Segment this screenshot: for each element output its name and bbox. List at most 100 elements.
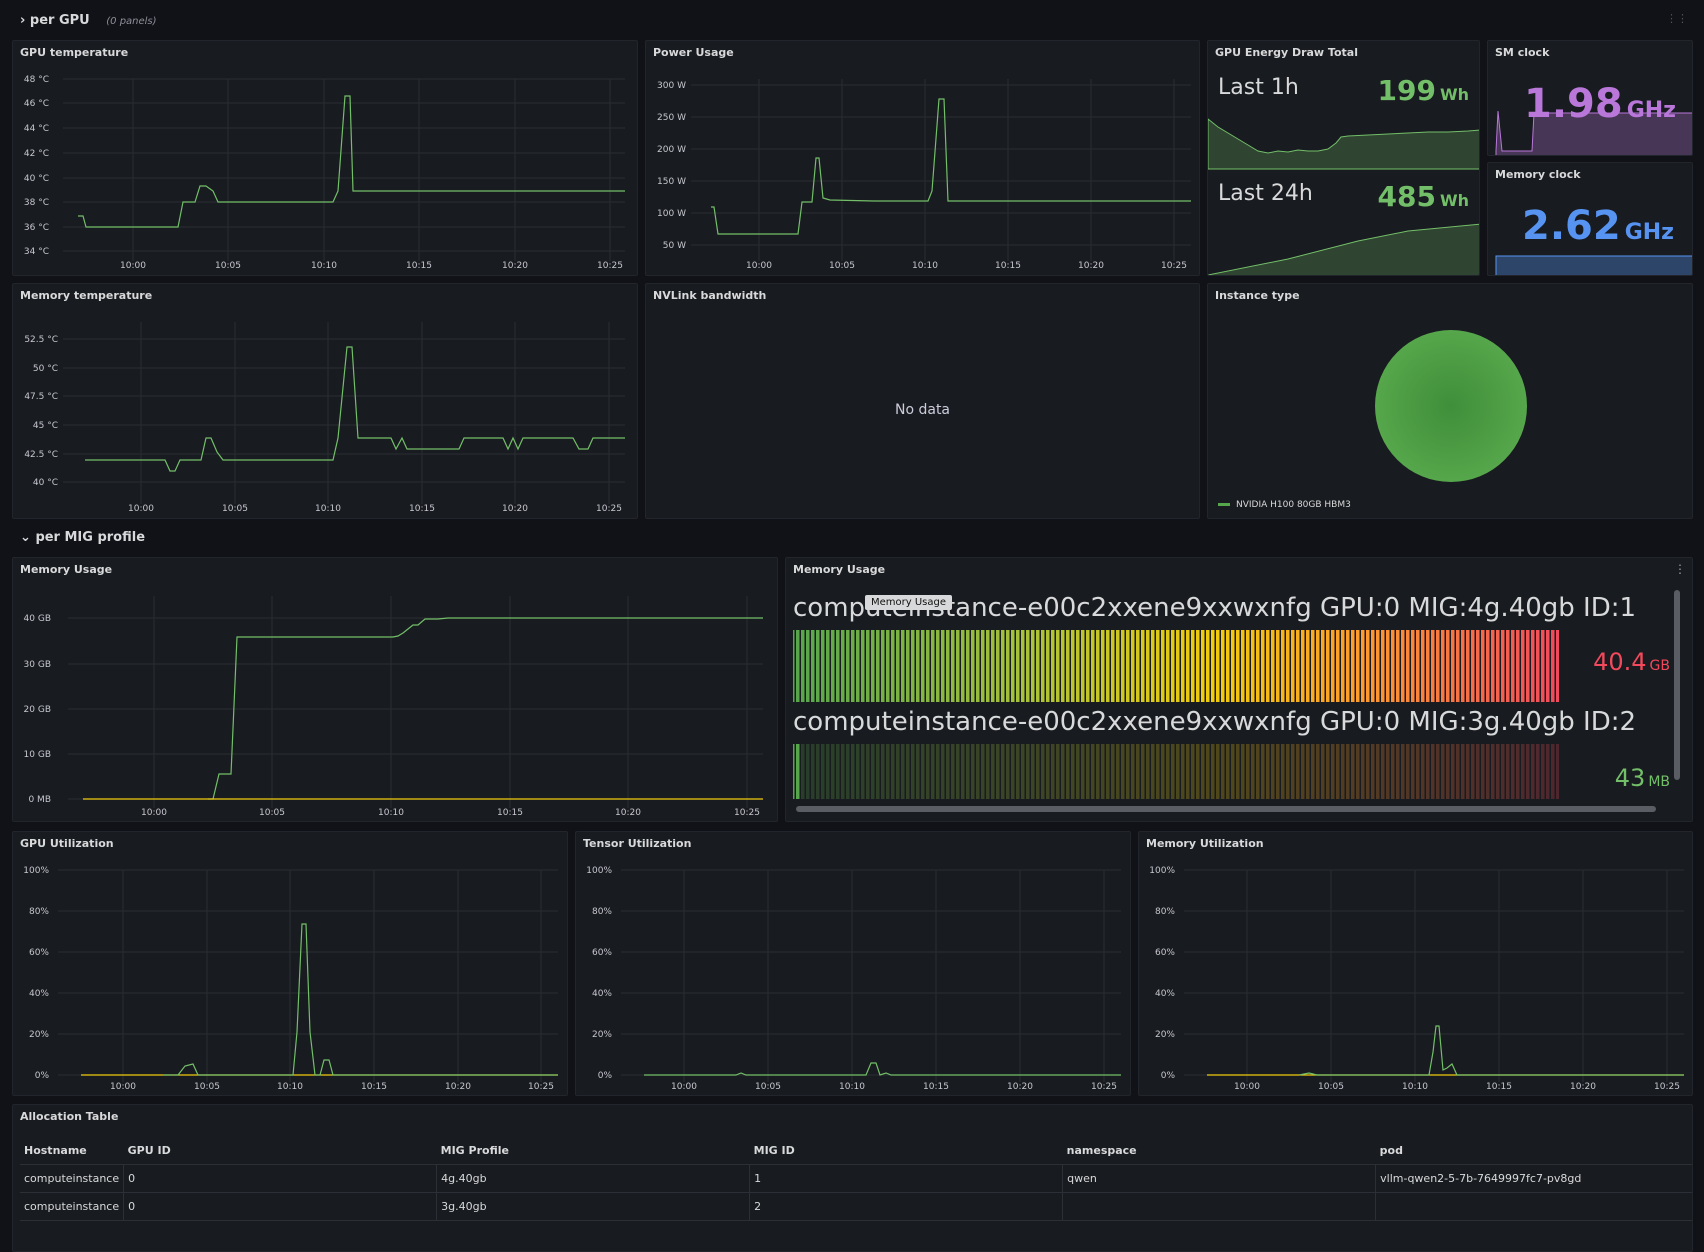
x-tick: 10:00 <box>1234 1082 1260 1092</box>
x-tick: 10:00 <box>110 1082 136 1092</box>
x-tick: 10:00 <box>746 261 772 271</box>
energy-sparkline-24h <box>1208 223 1479 275</box>
panel-title: Memory Utilization <box>1146 837 1264 850</box>
x-tick: 10:15 <box>361 1082 387 1092</box>
x-tick: 10:10 <box>378 808 404 818</box>
panel-title: SM clock <box>1495 46 1550 59</box>
y-tick: 40% <box>29 989 49 999</box>
x-tick: 10:00 <box>128 504 154 514</box>
x-tick: 10:20 <box>1078 261 1104 271</box>
y-tick: 100% <box>1149 866 1175 876</box>
y-tick: 44 °C <box>24 124 49 134</box>
y-tick: 40% <box>592 989 612 999</box>
y-tick: 42.5 °C <box>24 450 58 460</box>
y-tick: 100 W <box>657 209 686 219</box>
pie-slice <box>1375 330 1527 482</box>
panel-mig-memory-usage[interactable]: Memory Usage 40 GB 30 GB 20 GB 10 GB 0 M… <box>12 557 778 822</box>
cell: vllm-qwen2-5-7b-7649997fc7-pv8gd <box>1375 1164 1692 1193</box>
col-gpu-id[interactable]: GPU ID <box>123 1137 437 1165</box>
panel-memory-utilization[interactable]: Memory Utilization 100% 80% 60% 40% 20% … <box>1138 831 1693 1096</box>
y-tick: 34 °C <box>24 247 49 257</box>
col-mig-profile[interactable]: MIG Profile <box>436 1137 750 1165</box>
x-tick: 10:00 <box>120 261 146 271</box>
table-row: computeinstance 0 3g.40gb 2 <box>20 1192 1692 1221</box>
gpu-temperature-chart: 48 °C 46 °C 44 °C 42 °C 40 °C 38 °C 36 °… <box>24 75 625 271</box>
y-tick: 50 W <box>663 241 686 251</box>
x-tick: 10:20 <box>502 504 528 514</box>
vertical-scrollbar <box>1674 590 1680 780</box>
series-line <box>644 1062 1121 1076</box>
panel-title: Memory clock <box>1495 168 1581 181</box>
x-tick: 10:15 <box>409 504 435 514</box>
x-tick: 10:20 <box>502 261 528 271</box>
table-row: computeinstance 0 4g.40gb 1 qwen vllm-qw… <box>20 1164 1692 1193</box>
y-tick: 47.5 °C <box>24 392 58 402</box>
y-tick: 60% <box>1155 948 1175 958</box>
tensor-utilization-chart: 100% 80% 60% 40% 20% 0% 10:00 10:05 10:1… <box>586 866 1121 1092</box>
panel-tensor-utilization[interactable]: Tensor Utilization 100% 80% 60% 40% 20% … <box>575 831 1131 1096</box>
no-data-message: No data <box>894 402 951 418</box>
y-tick: 0% <box>35 1071 50 1081</box>
y-tick: 80% <box>29 907 49 917</box>
x-tick: 10:25 <box>1091 1082 1117 1092</box>
y-tick: 36 °C <box>24 223 49 233</box>
x-tick: 10:05 <box>194 1082 220 1092</box>
y-tick: 60% <box>592 948 612 958</box>
memory-clock-value: 2.62 GHz <box>1522 203 1674 249</box>
panel-mig-memory-gauge[interactable]: Memory Usage ⋮ computeinstance-e00c2xxen… <box>785 557 1693 822</box>
col-hostname[interactable]: Hostname <box>20 1137 124 1165</box>
x-tick: 10:05 <box>215 261 241 271</box>
panel-memory-clock[interactable]: Memory clock 2.62 GHz <box>1487 162 1693 276</box>
y-tick: 100% <box>586 866 612 876</box>
series-line-id1 <box>208 617 763 800</box>
x-tick: 10:10 <box>1402 1082 1428 1092</box>
row-header-per-gpu[interactable]: › per GPU (0 panels) <box>20 13 157 28</box>
chevron-right-icon: › <box>20 13 26 28</box>
sm-clock-sparkline <box>1495 110 1692 155</box>
panel-title: GPU Energy Draw Total <box>1215 46 1358 59</box>
cell: 4g.40gb <box>436 1164 750 1193</box>
y-tick: 20 GB <box>24 705 51 715</box>
panel-gpu-temperature[interactable]: GPU temperature 48 °C 46 °C 44 °C 42 °C … <box>12 40 638 276</box>
panel-sm-clock[interactable]: SM clock 1.98 GHz <box>1487 40 1693 156</box>
panel-title: NVLink bandwidth <box>653 289 767 302</box>
col-namespace[interactable]: namespace <box>1062 1137 1376 1165</box>
instance-type-pie <box>1375 330 1527 482</box>
col-mig-id[interactable]: MIG ID <box>749 1137 1063 1165</box>
series-line-id1 <box>1298 1025 1684 1076</box>
row-panel-count: (0 panels) <box>106 16 157 27</box>
horizontal-scrollbar <box>796 806 1656 812</box>
cell: 3g.40gb <box>436 1192 750 1221</box>
drag-handle-icon[interactable]: ⋮⋮ <box>1666 12 1688 25</box>
y-tick: 46 °C <box>24 99 49 109</box>
y-tick: 200 W <box>657 145 686 155</box>
y-tick: 52.5 °C <box>24 335 58 345</box>
y-tick: 38 °C <box>24 198 49 208</box>
pie-legend[interactable]: NVIDIA H100 80GB HBM3 <box>1218 500 1351 510</box>
series-line <box>85 346 625 472</box>
gauge-value-id1: 40.4 GB <box>1593 648 1670 676</box>
panel-instance-type[interactable]: Instance type NVIDIA H100 80GB HBM3 <box>1207 283 1693 519</box>
x-tick: 10:10 <box>311 261 337 271</box>
x-tick: 10:20 <box>1007 1082 1033 1092</box>
stat-last-24h-value: 485 Wh <box>1377 180 1470 213</box>
gauge-value-id2: 43 MB <box>1614 764 1670 792</box>
panel-title: GPU temperature <box>20 46 129 59</box>
panel-power-usage[interactable]: Power Usage 300 W 250 W 200 W 150 W 100 … <box>645 40 1200 276</box>
panel-gpu-utilization[interactable]: GPU Utilization 100% 80% 60% 40% 20% 0% … <box>12 831 568 1096</box>
row-header-per-mig[interactable]: ⌄ per MIG profile <box>20 530 145 545</box>
panel-energy-draw[interactable]: GPU Energy Draw Total Last 1h 199 Wh Last… <box>1207 40 1480 276</box>
panel-nvlink-bandwidth[interactable]: NVLink bandwidth No data <box>645 283 1200 519</box>
x-tick: 10:15 <box>497 808 523 818</box>
panel-allocation-table[interactable]: Allocation Table Hostname GPU ID MIG Pro… <box>12 1104 1693 1252</box>
x-tick: 10:00 <box>671 1082 697 1092</box>
y-tick: 100% <box>23 866 49 876</box>
legend-swatch <box>1218 503 1230 506</box>
panel-memory-temperature[interactable]: Memory temperature 52.5 °C 50 °C 47.5 °C… <box>12 283 638 519</box>
x-tick: 10:15 <box>995 261 1021 271</box>
y-tick: 42 °C <box>24 149 49 159</box>
y-tick: 40 °C <box>33 478 58 488</box>
panel-menu-icon[interactable]: ⋮ <box>1674 562 1686 576</box>
col-pod[interactable]: pod <box>1375 1137 1692 1165</box>
y-tick: 48 °C <box>24 75 49 85</box>
